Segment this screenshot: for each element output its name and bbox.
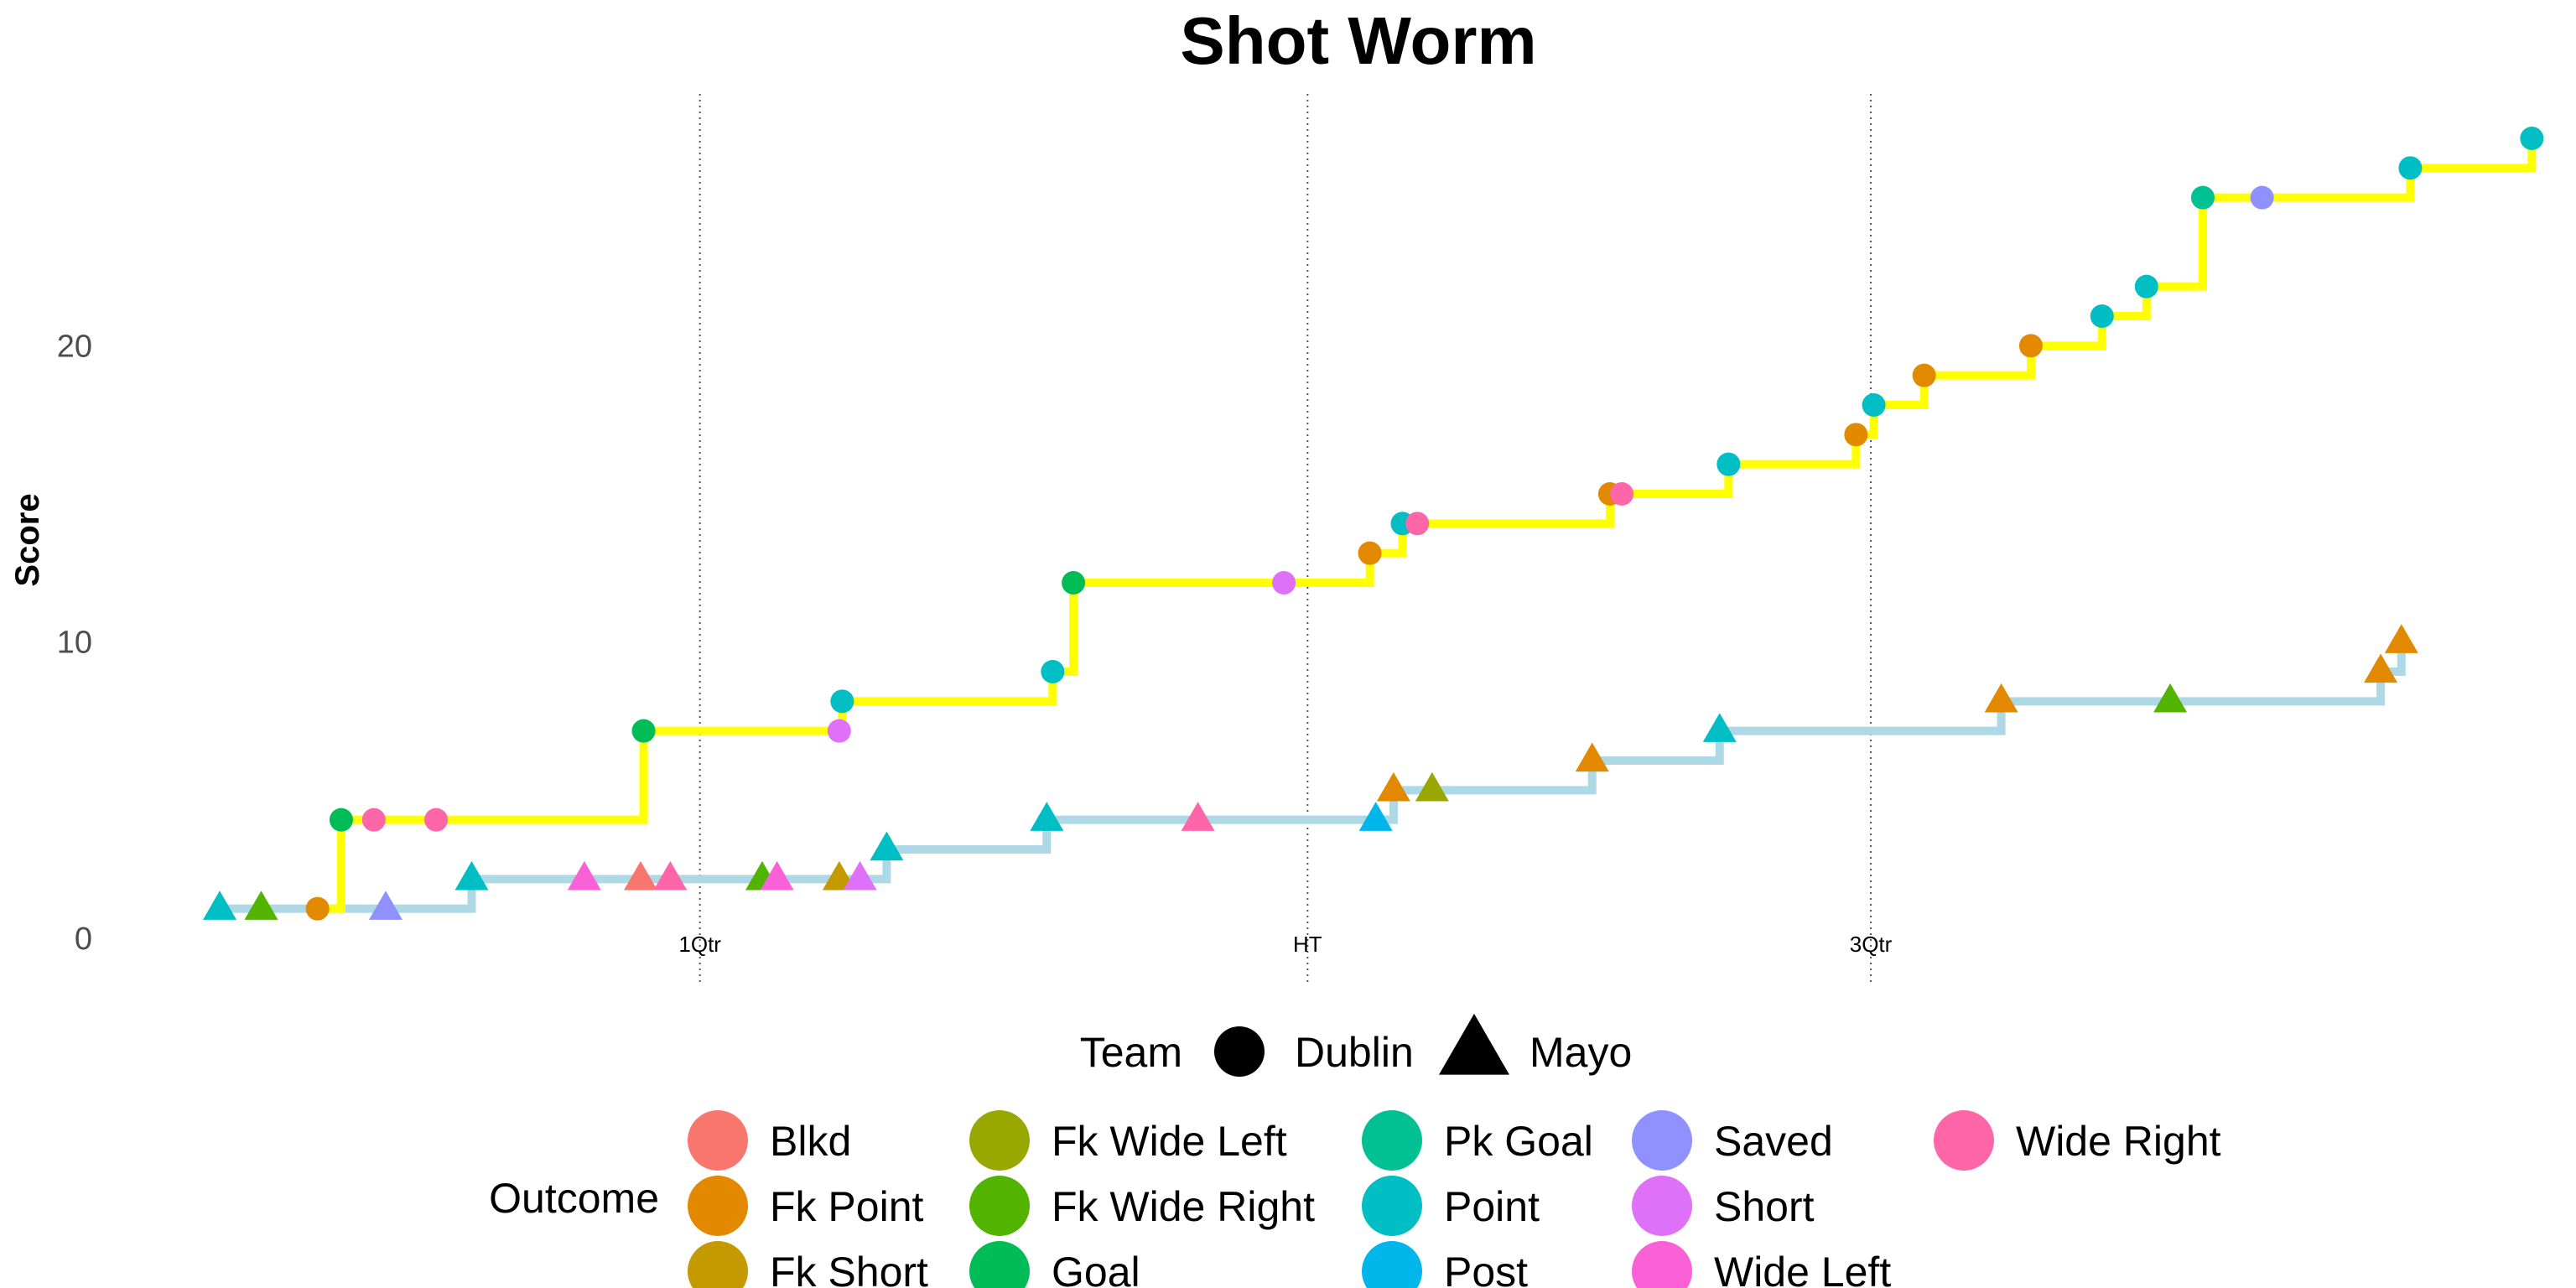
dublin-shot-point — [2520, 127, 2544, 150]
legend-outcome-key — [688, 1110, 748, 1171]
legend-outcome-key — [1362, 1241, 1422, 1288]
legend-outcome-key — [969, 1241, 1030, 1288]
dublin-shot-point — [329, 808, 353, 832]
period-marker-label: 3Qtr — [1850, 932, 1893, 957]
legend-outcome-key — [969, 1110, 1030, 1171]
legend-outcome-label: Wide Left — [1714, 1249, 1891, 1288]
dublin-shot-point — [1272, 571, 1296, 595]
mayo-shot-point — [623, 860, 657, 891]
legend-outcome-label: Post — [1444, 1249, 1528, 1288]
legend-outcome-label: Fk Point — [770, 1183, 924, 1230]
mayo-shot-point — [368, 891, 402, 920]
dublin-shot-point — [424, 808, 449, 832]
dublin-shot-point — [827, 719, 851, 743]
dublin-shot-point — [1862, 393, 1886, 417]
score-lines — [220, 138, 2537, 913]
legend-outcome-label: Pk Goal — [1444, 1118, 1593, 1165]
dublin-shot-point — [830, 689, 854, 714]
legend-team-label: Mayo — [1530, 1029, 1632, 1076]
legend-outcome-label: Point — [1444, 1183, 1540, 1230]
legend-outcome-key — [1362, 1176, 1422, 1236]
mayo-shot-point — [244, 891, 278, 920]
legend-outcome-key — [1362, 1110, 1422, 1171]
dublin-shot-point — [1062, 571, 1086, 595]
dublin-shot-point — [1405, 512, 1430, 536]
mayo-shot-point — [203, 891, 236, 920]
legend-outcome-label: Goal — [1052, 1249, 1140, 1288]
legend-outcome-title: Outcome — [489, 1175, 659, 1222]
dublin-shot-point — [1041, 660, 1065, 683]
legend-outcome-label: Saved — [1714, 1118, 1833, 1165]
legend-outcome-key — [1632, 1241, 1692, 1288]
dublin-shot-point — [2190, 185, 2215, 210]
step-line-mayo — [220, 641, 2406, 913]
legend-outcome-label: Wide Right — [2016, 1118, 2221, 1165]
dublin-shot-point — [631, 719, 656, 743]
mayo-shot-point — [1984, 683, 2018, 713]
mayo-shot-point — [870, 831, 904, 861]
legend-outcome-key — [1934, 1110, 1994, 1171]
mayo-shot-point — [454, 860, 489, 891]
mayo-shot-point — [760, 860, 794, 891]
legend-outcome-key — [969, 1176, 1030, 1236]
legend-dublin-key — [1214, 1026, 1265, 1077]
mayo-shot-point — [653, 860, 688, 891]
mayo-shot-point — [2153, 683, 2188, 713]
y-ticks: 0 10 20 — [57, 329, 92, 957]
mayo-shot-point — [1030, 802, 1064, 831]
period-markers: 1Qtr HT 3Qtr — [678, 94, 1893, 983]
shot-points — [203, 127, 2544, 921]
dublin-shot-point — [1844, 423, 1868, 447]
dublin-shot-point — [2250, 185, 2274, 210]
dublin-shot-point — [2134, 274, 2158, 299]
legend: Team Dublin Mayo Outcome Blkd Fk Point Fk Shor… — [489, 1013, 2221, 1288]
period-marker-label: HT — [1293, 932, 1322, 957]
legend-outcome-label: Fk Wide Left — [1052, 1118, 1287, 1165]
legend-outcome-label: Blkd — [770, 1118, 851, 1165]
dublin-shot-point — [1358, 541, 1382, 565]
y-tick-label: 10 — [57, 626, 92, 661]
legend-outcome-key — [1632, 1176, 1692, 1236]
dublin-shot-point — [1912, 363, 1936, 387]
mayo-shot-point — [2384, 624, 2418, 653]
dublin-shot-point — [361, 808, 386, 832]
chart-title: Shot Worm — [1180, 3, 1536, 78]
legend-mayo-key — [1439, 1013, 1509, 1075]
legend-team-title: Team — [1080, 1029, 1182, 1076]
legend-outcome-key — [1632, 1110, 1692, 1171]
legend-outcome-label: Fk Short — [770, 1249, 928, 1288]
dublin-shot-point — [1610, 482, 1634, 506]
y-tick-label: 20 — [57, 329, 92, 364]
legend-outcome-key — [688, 1176, 748, 1236]
mayo-shot-point — [1181, 802, 1215, 831]
dublin-shot-point — [2398, 156, 2423, 180]
mayo-shot-point — [567, 860, 601, 891]
mayo-shot-point — [1575, 742, 1609, 772]
legend-outcome-label: Fk Wide Right — [1052, 1183, 1315, 1230]
mayo-shot-point — [1376, 771, 1410, 802]
mayo-shot-point — [843, 860, 877, 891]
mayo-shot-point — [2364, 653, 2398, 683]
legend-outcome-key — [688, 1241, 748, 1288]
mayo-shot-point — [1415, 771, 1449, 802]
dublin-shot-point — [2090, 304, 2114, 328]
period-marker-label: 1Qtr — [678, 932, 721, 957]
mayo-shot-point — [1702, 713, 1737, 742]
legend-outcome-label: Short — [1714, 1183, 1815, 1230]
dublin-shot-point — [305, 896, 330, 921]
y-tick-label: 0 — [75, 922, 92, 957]
legend-team-label: Dublin — [1295, 1029, 1414, 1076]
dublin-shot-point — [1716, 452, 1741, 476]
dublin-shot-point — [2018, 334, 2043, 358]
mayo-shot-point — [1358, 802, 1393, 831]
y-axis-label: Score — [9, 493, 46, 586]
